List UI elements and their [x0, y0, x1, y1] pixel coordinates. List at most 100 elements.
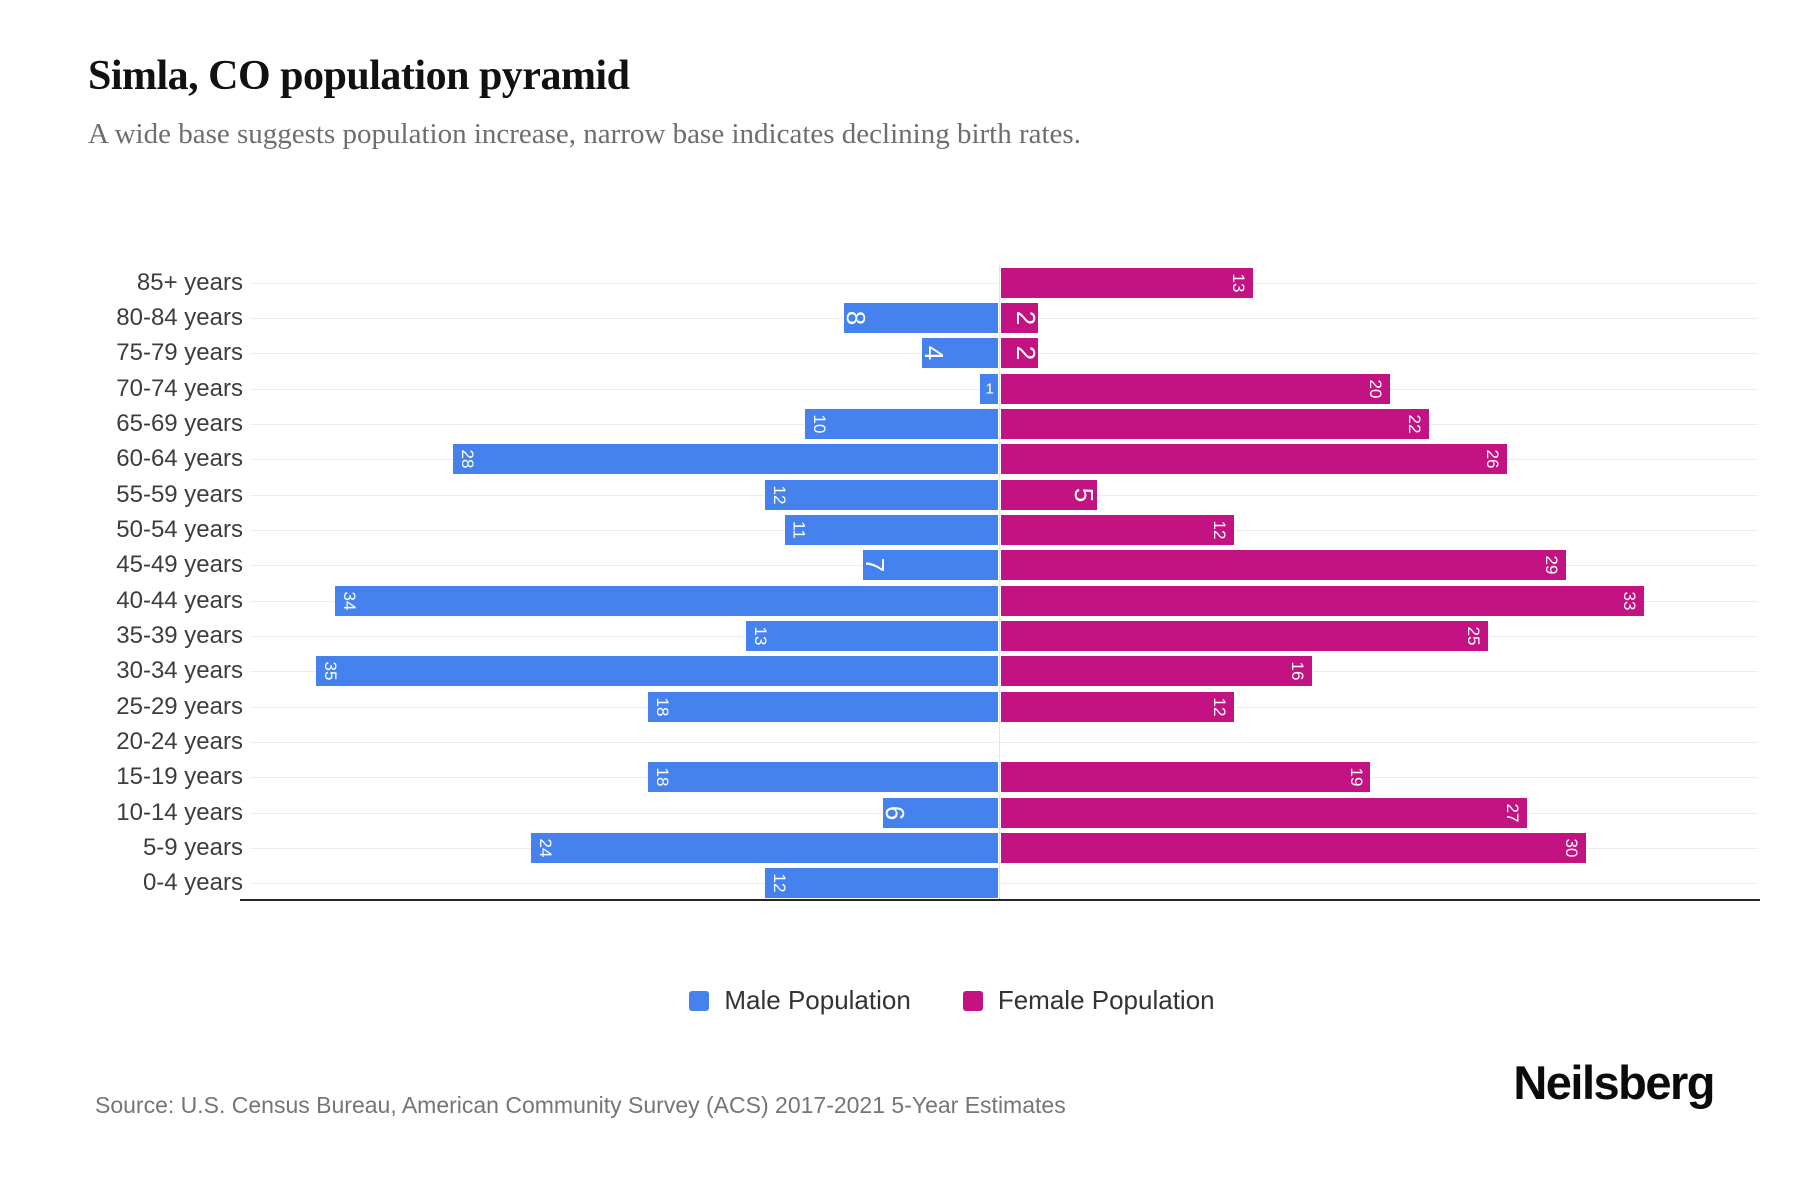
y-axis-label: 75-79 years	[116, 339, 243, 367]
male-bar[interactable]: 18	[648, 691, 998, 722]
y-axis-label: 45-49 years	[116, 551, 243, 579]
bar-value-label: 29	[1541, 555, 1561, 575]
legend-label-male: Male Population	[724, 985, 911, 1015]
bar-value-label: 28	[457, 449, 477, 469]
y-axis-label: 30-34 years	[116, 657, 243, 685]
female-bar[interactable]: 2	[1001, 303, 1041, 333]
male-bar[interactable]: 4	[919, 338, 998, 369]
bar-value-label: 16	[1287, 661, 1307, 681]
female-swatch-icon	[962, 990, 983, 1011]
male-swatch-icon	[689, 990, 710, 1011]
male-bar[interactable]: 8	[840, 303, 998, 333]
bar-value-label: 33	[1620, 591, 1640, 611]
legend: Male Population Female Population	[52, 985, 1800, 1016]
male-bar[interactable]: 10	[804, 409, 998, 439]
legend-item-female: Female Population	[962, 985, 1215, 1016]
female-bar[interactable]: 29	[1001, 550, 1566, 581]
y-axis-label: 55-59 years	[116, 480, 243, 508]
bar-value-label: 5	[1069, 487, 1100, 502]
gridline	[250, 883, 1758, 885]
female-bar[interactable]: 19	[1001, 762, 1371, 793]
bar-value-label: 1	[985, 380, 994, 398]
female-bar[interactable]: 33	[1001, 585, 1645, 616]
female-bar[interactable]: 5	[1001, 479, 1100, 510]
y-axis-label: 70-74 years	[116, 374, 243, 402]
female-bar[interactable]: 26	[1001, 444, 1508, 475]
bar-value-label: 18	[653, 697, 673, 717]
x-axis-baseline	[240, 899, 1760, 901]
bar-value-label: 22	[1405, 414, 1425, 434]
bar-value-label: 8	[840, 310, 871, 326]
legend-label-female: Female Population	[997, 985, 1215, 1015]
male-bar[interactable]: 34	[335, 585, 998, 616]
y-axis-label: 60-64 years	[116, 445, 243, 473]
female-bar[interactable]: 25	[1001, 621, 1488, 651]
y-axis-label: 0-4 years	[142, 869, 243, 897]
bar-value-label: 24	[535, 838, 555, 858]
bar-value-label: 6	[879, 805, 910, 820]
bar-value-label: 27	[1502, 803, 1522, 823]
male-bar[interactable]: 6	[879, 797, 998, 828]
female-bar[interactable]: 2	[1001, 338, 1041, 369]
plot-area: 13 8 2 4 2 1 20 10 22 28 26 12 5 11 12 7 29 34 33 13 25 35 16 1…	[250, 265, 1758, 901]
bar-value-label: 12	[770, 873, 790, 893]
pyramid-chart: 85+ years 80-84 years 75-79 years 70-74 yea…	[0, 265, 1800, 901]
bar-value-label: 7	[860, 558, 891, 573]
y-axis-label: 65-69 years	[116, 409, 243, 437]
male-bar[interactable]: 12	[765, 479, 998, 510]
female-bar[interactable]: 20	[1001, 373, 1390, 404]
y-axis-label: 15-19 years	[116, 763, 243, 791]
y-axis-label: 10-14 years	[116, 798, 243, 826]
male-bar[interactable]: 28	[452, 444, 998, 475]
bar-value-label: 19	[1346, 767, 1366, 787]
y-axis-label: 35-39 years	[116, 621, 243, 649]
male-bar[interactable]: 11	[784, 515, 998, 545]
bar-value-label: 13	[1229, 273, 1249, 293]
female-bar[interactable]: 30	[1001, 833, 1586, 863]
page-title: Simla, CO population pyramid	[88, 53, 630, 99]
y-axis-label: 25-29 years	[116, 692, 243, 720]
bar-value-label: 2	[1010, 310, 1041, 326]
y-axis-label: 5-9 years	[142, 833, 243, 861]
page-subtitle: A wide base suggests population increase…	[88, 118, 1081, 150]
female-bar[interactable]: 13	[1001, 267, 1254, 298]
bar-value-label: 12	[1209, 520, 1229, 540]
bar-value-label: 34	[340, 591, 360, 611]
gridline	[250, 742, 1758, 743]
bar-value-label: 26	[1483, 449, 1503, 469]
bar-value-label: 30	[1561, 838, 1581, 858]
source-attribution: Source: U.S. Census Bureau, American Com…	[95, 1092, 1066, 1118]
male-bar[interactable]: 12	[765, 868, 998, 899]
y-axis-label: 50-54 years	[116, 515, 243, 543]
female-bar[interactable]: 27	[1001, 797, 1527, 828]
male-bar[interactable]: 1	[980, 373, 998, 404]
y-axis-label: 80-84 years	[116, 303, 243, 331]
male-bar[interactable]: 35	[315, 656, 998, 687]
y-axis-label: 40-44 years	[116, 586, 243, 614]
bar-value-label: 12	[770, 485, 790, 505]
female-bar[interactable]: 12	[1001, 691, 1234, 722]
bar-value-label: 12	[1209, 697, 1229, 717]
female-bar[interactable]: 22	[1001, 409, 1430, 439]
legend-item-male: Male Population	[689, 985, 911, 1016]
male-bar[interactable]: 24	[530, 833, 998, 863]
y-axis-label: 20-24 years	[116, 727, 243, 755]
female-bar[interactable]: 12	[1001, 515, 1234, 545]
bar-value-label: 4	[919, 346, 950, 361]
bar-value-label: 10	[809, 414, 829, 434]
bar-value-label: 2	[1010, 346, 1041, 361]
male-bar[interactable]: 13	[745, 621, 998, 651]
male-bar[interactable]: 7	[860, 550, 998, 581]
male-bar[interactable]: 18	[648, 762, 998, 793]
y-axis-label: 85+ years	[136, 268, 243, 296]
bar-value-label: 13	[750, 626, 770, 646]
bar-value-label: 25	[1463, 626, 1483, 646]
center-axis-line	[999, 265, 1000, 900]
bar-value-label: 11	[789, 521, 809, 539]
bar-value-label: 18	[653, 767, 673, 787]
female-bar[interactable]: 16	[1001, 656, 1312, 687]
neilsberg-logo: Neilsberg	[1513, 1056, 1715, 1109]
bar-value-label: 20	[1366, 379, 1386, 399]
bar-value-label: 35	[320, 661, 340, 681]
